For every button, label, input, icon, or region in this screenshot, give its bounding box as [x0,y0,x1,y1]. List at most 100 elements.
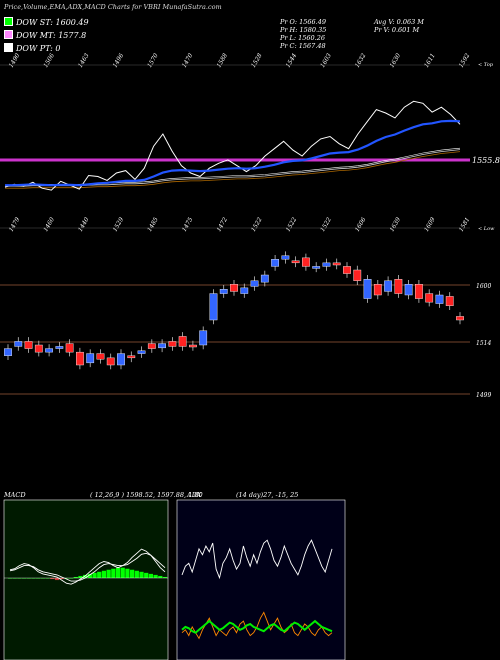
candle-up [4,348,12,356]
candle-down [456,316,464,321]
candle-up [45,348,53,353]
ema-top-tick-label: 1570 [146,52,160,69]
dow-pt-swatch [4,43,13,52]
price-top-tick-label: 1639 [388,216,402,233]
ema-right-axis-label: < Top [478,62,494,68]
candle-up [86,353,95,364]
candle-up [260,274,269,283]
ema-top-tick-label: 1463 [77,52,91,69]
ema-top-tick-label: 1470 [181,52,195,69]
candle-up [240,287,249,294]
candle-down [332,262,341,266]
candle-up [404,284,413,296]
candle-up [14,341,23,347]
macd-hist-bar [130,569,135,578]
macd-hist-bar [148,573,154,578]
dow-pt-label: DOW PT: 0 [16,44,61,53]
macd-hist-bar [73,576,78,578]
macd-hist-bar [97,571,102,578]
candle-down [127,355,136,359]
adx-params: (14 day)27, -15, 25 [236,491,299,499]
adx-label: ADX [187,491,202,499]
candle-up [250,280,259,287]
pivot-value-label: 1555.85 [472,156,500,165]
macd-hist-bar [87,573,92,578]
price-level-label: 1514 [476,340,491,347]
adx-panel-frame [176,499,346,660]
candle-down [230,284,238,292]
price-top-tick-label: 1460 [42,216,56,233]
candle-up [55,346,64,349]
macd-panel [3,499,169,660]
macd-hist-bar [36,578,41,579]
macd-hist-bar [125,568,130,578]
macd-hist-bar [153,574,158,578]
price-top-tick-label: 1522 [319,216,333,233]
macd-hist-bar [12,578,17,579]
pr-close: Pr C: 1567.48 [280,42,326,50]
adx-line [181,619,333,634]
ema-top-tick-label: 1528 [250,52,264,69]
price-level-label: 1499 [476,392,491,399]
candle-down [168,341,177,347]
dow-st-legend: DOW ST: 1600.49 [4,17,89,27]
macd-hist-bar [78,575,83,578]
candle-up [363,279,372,299]
dow-st-label: DOW ST: 1600.49 [16,18,89,27]
ema-top-tick-label: 1506 [42,52,56,69]
macd-hist-bar [21,578,27,579]
macd-hist-bar [111,568,116,578]
ema-top-tick-label: 1592 [458,52,472,69]
candle-down [291,260,300,264]
candle-down [24,341,33,349]
candle-up [219,289,228,294]
pivot-line [0,158,470,162]
candle-down [189,344,197,348]
price-top-tick-label: 1609 [423,216,437,233]
price-top-tick-label: 1440 [77,216,91,233]
ema-slow-2-line [5,151,461,189]
price-top-tick-label: 1606 [354,216,368,233]
candle-down [178,336,187,347]
adx-di-plus-line [181,539,333,580]
candle-up [312,266,321,269]
price-top-tick-label: 1581 [458,216,472,233]
price-top-tick-label: 1522 [250,216,264,233]
candle-down [65,343,74,353]
macd-hist-bar [139,571,144,578]
macd-hist-bar [101,570,107,578]
adx-panel [176,499,346,660]
macd-hist-bar [115,567,121,578]
macd-hist-bar [54,578,60,581]
candle-up [281,255,290,260]
macd-hist-bar [45,578,50,579]
candle-down [353,269,362,281]
macd-hist-bar [64,578,69,579]
chart-title: Price,Volume,EMA,ADX,MACD Charts for VBR… [4,3,222,11]
candle-up [384,280,392,292]
macd-hist-bar [68,578,74,579]
price-close-line [4,100,461,191]
ema-top-tick-label: 1632 [354,52,368,69]
ema-top-tick-label: 1496 [112,52,126,69]
macd-hist-bar [50,578,55,580]
candle-down [394,279,403,294]
price-right-axis-label: < Low [478,226,495,232]
ema-top-tick-label: 1490 [8,52,22,69]
ema-fast-line [5,119,461,187]
macd-hist-bar [7,578,13,579]
macd-panel-frame [3,499,169,660]
ema-top-tick-label: 1588 [215,52,229,69]
candle-down [147,343,156,349]
macd-hist-bar [92,572,97,578]
candle-down [96,353,105,360]
candle-down [445,296,454,306]
candle-down [373,284,382,296]
macd-label: MACD [4,491,26,499]
price-top-tick-label: 1479 [8,216,22,233]
candle-down [425,293,434,303]
candle-down [76,351,84,366]
ema-panel: 1490 1506 1463 1496 1570 1470 1588 1528 1544 1603… [0,52,500,191]
dow-mt-legend: DOW MT: 1577.8 [4,30,86,40]
